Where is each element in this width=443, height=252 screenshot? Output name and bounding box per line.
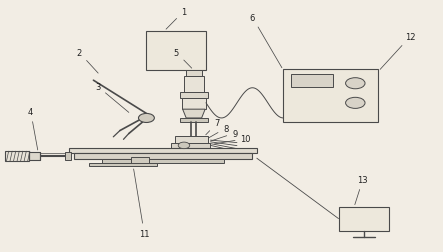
Bar bbox=[89, 164, 157, 167]
Bar bbox=[69, 148, 257, 153]
Bar bbox=[186, 71, 202, 77]
Bar bbox=[102, 159, 224, 164]
Text: 5: 5 bbox=[174, 49, 192, 69]
Text: 6: 6 bbox=[250, 14, 282, 69]
Bar bbox=[29, 152, 40, 161]
Bar bbox=[291, 75, 333, 87]
Bar bbox=[182, 99, 206, 110]
Circle shape bbox=[139, 114, 154, 123]
Polygon shape bbox=[183, 110, 205, 118]
Text: 9: 9 bbox=[211, 129, 237, 141]
Text: 8: 8 bbox=[209, 124, 229, 138]
Bar bbox=[131, 157, 149, 165]
Text: 2: 2 bbox=[77, 49, 98, 74]
Text: 12: 12 bbox=[380, 33, 416, 70]
Bar bbox=[74, 153, 253, 159]
Bar bbox=[147, 32, 206, 71]
Text: 1: 1 bbox=[166, 8, 187, 30]
Text: 7: 7 bbox=[206, 119, 220, 135]
Bar bbox=[284, 70, 378, 122]
Bar bbox=[175, 136, 208, 144]
Bar bbox=[171, 143, 210, 149]
Text: 3: 3 bbox=[95, 83, 129, 113]
Text: 11: 11 bbox=[134, 169, 149, 238]
Bar bbox=[65, 152, 71, 161]
Text: 4: 4 bbox=[28, 108, 38, 150]
Bar bbox=[179, 92, 208, 99]
Bar bbox=[338, 207, 389, 231]
Circle shape bbox=[178, 143, 190, 149]
Text: 10: 10 bbox=[214, 135, 251, 144]
Bar bbox=[179, 118, 208, 122]
Bar bbox=[5, 151, 29, 162]
Text: 13: 13 bbox=[355, 175, 368, 205]
Circle shape bbox=[346, 98, 365, 109]
Bar bbox=[184, 77, 204, 92]
Circle shape bbox=[346, 78, 365, 89]
